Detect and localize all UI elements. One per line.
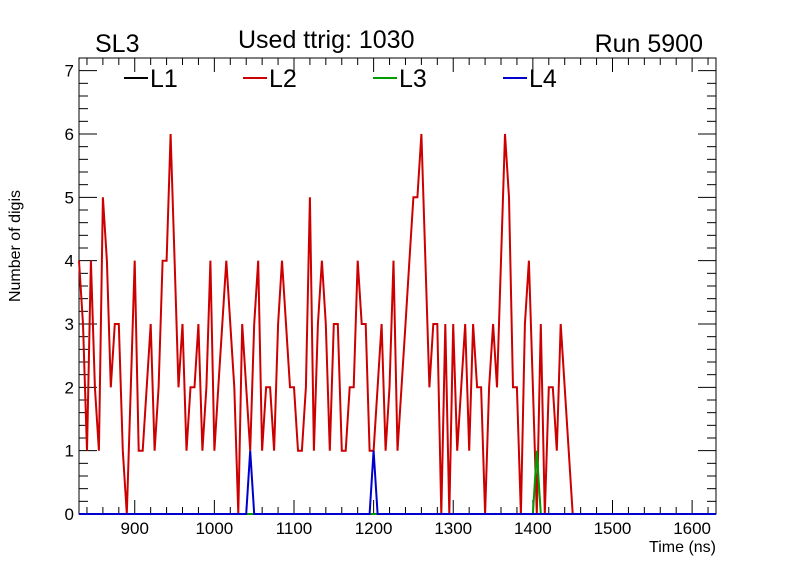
legend-label-l1: L1 — [150, 65, 178, 93]
y-tick-label: 0 — [65, 505, 74, 524]
top-right-label: Run 5900 — [595, 30, 703, 58]
x-tick-label: 900 — [121, 519, 149, 538]
x-tick-label: 1400 — [514, 519, 552, 538]
x-tick-label: 1600 — [673, 519, 711, 538]
y-tick-label: 5 — [65, 188, 74, 207]
x-tick-label: 1000 — [195, 519, 233, 538]
x-tick-label: 1200 — [355, 519, 393, 538]
x-tick-labels: 900 1000 1100 1200 1300 1400 1500 1600 — [121, 519, 711, 538]
x-tick-label: 1300 — [434, 519, 472, 538]
legend: L1 L2 L3 L4 — [124, 65, 557, 93]
y-tick-label: 4 — [65, 252, 74, 271]
y-tick-label: 6 — [65, 125, 74, 144]
top-left-label: SL3 — [95, 30, 139, 58]
x-axis-title: Time (ns) — [649, 539, 716, 556]
chart-title: Used ttrig: 1030 — [238, 26, 415, 54]
y-tick-label: 2 — [65, 378, 74, 397]
legend-label-l3: L3 — [399, 65, 427, 93]
series-line-l2 — [78, 133, 574, 515]
y-axis-title: Number of digis — [7, 190, 24, 302]
axis-ticks — [79, 57, 716, 515]
x-tick-label: 1500 — [594, 519, 632, 538]
y-tick-labels: 0 1 2 3 4 5 6 7 — [65, 62, 74, 524]
series-line-l4 — [79, 450, 716, 515]
y-tick-label: 3 — [65, 315, 74, 334]
series-lines — [78, 133, 716, 515]
legend-label-l2: L2 — [269, 65, 297, 93]
legend-label-l4: L4 — [529, 65, 557, 93]
x-tick-label: 1100 — [276, 519, 313, 538]
y-tick-label: 1 — [65, 442, 74, 461]
y-tick-label: 7 — [65, 62, 74, 81]
